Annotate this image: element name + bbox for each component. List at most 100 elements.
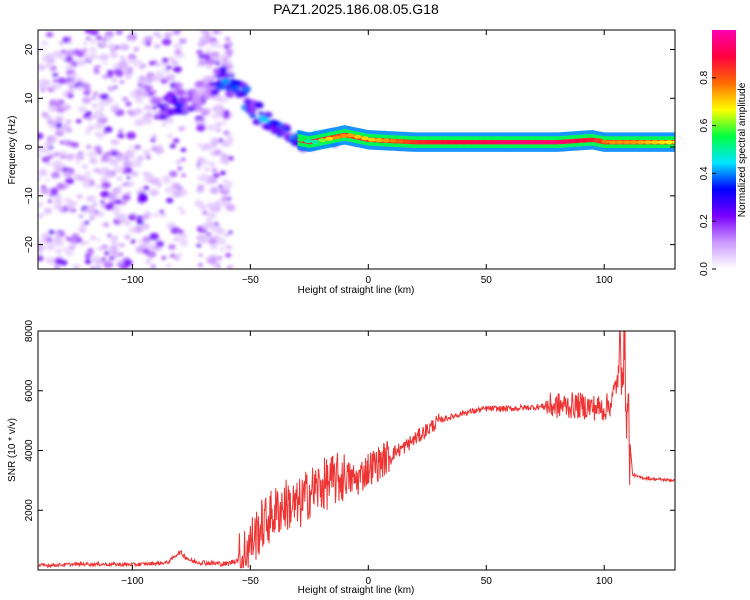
spectrogram-cell <box>65 203 74 210</box>
spectrogram-cell <box>107 43 116 50</box>
x-tick-label: −50 <box>242 576 259 587</box>
spectrogram-ridge-peak <box>544 140 553 145</box>
spectrogram-cell <box>199 204 208 211</box>
spectrogram-cell <box>119 261 124 265</box>
snr-x-label: Height of straight line (km) <box>298 585 415 596</box>
spectrogram-frame <box>37 29 676 270</box>
spectrogram-cell <box>90 235 96 241</box>
spectrogram-cell <box>72 264 80 269</box>
spectrogram-cell <box>78 214 84 218</box>
spectrogram-cell <box>174 82 183 89</box>
spectrogram-ridge-peak <box>431 140 440 145</box>
spectrogram-cell <box>157 34 163 39</box>
spectrogram-cell <box>43 207 53 215</box>
spectrogram-cell <box>106 72 114 78</box>
spectrogram-cell <box>169 253 176 258</box>
spectrogram-cell <box>134 96 144 104</box>
spectrogram-cell <box>89 38 97 44</box>
spectrogram-cell <box>207 212 217 220</box>
spectrogram-cell <box>167 134 173 139</box>
spectrogram-cell <box>150 177 161 185</box>
spectrogram-cell <box>51 171 60 179</box>
spectrogram-cell <box>212 30 220 35</box>
spectrogram-cell <box>88 46 97 54</box>
y-tick-label: 0 <box>24 144 35 150</box>
spectrogram-cell <box>96 246 102 250</box>
spectrogram-cell <box>202 210 208 215</box>
spectrogram-cell <box>60 49 67 54</box>
spectrogram-ridge-peak <box>304 139 313 144</box>
spectrogram-cell <box>216 237 227 245</box>
spectrogram-cell <box>143 150 148 154</box>
spectrogram-cell <box>226 265 234 269</box>
spectrogram-cell <box>100 190 110 198</box>
spectrogram-cell <box>114 199 122 205</box>
x-tick-label: 100 <box>596 275 613 286</box>
spectrogram-cell <box>178 229 184 234</box>
spectrogram-cell <box>209 203 216 209</box>
spectrogram-cell <box>172 190 182 198</box>
spectrogram-cell <box>53 151 60 157</box>
spectrogram-cell <box>207 237 218 245</box>
spectrogram-cell <box>196 243 202 248</box>
spectrogram-cell <box>40 78 45 82</box>
spectrogram-cell <box>200 173 208 179</box>
spectrogram-ridge-peak <box>672 140 675 145</box>
spectrogram-ridge-peak <box>650 140 659 145</box>
spectrogram-cell <box>119 43 130 51</box>
spectrogram-cell <box>107 234 112 238</box>
spectrogram-cell <box>53 159 63 167</box>
spectrogram-cell <box>134 107 143 114</box>
y-tick-label: −20 <box>24 236 35 253</box>
spectrogram-cell <box>130 171 139 177</box>
colorbar-axis: 0.0 0.2 0.4 0.6 0.8 <box>699 70 716 276</box>
spectrogram-cell <box>127 109 136 116</box>
spectrogram-cell <box>69 73 78 80</box>
spectrogram-cell <box>114 103 120 108</box>
spectrogram-cell <box>201 224 209 230</box>
spectrogram-cell <box>52 72 59 77</box>
spectrogram-cell <box>153 212 159 218</box>
spectrogram-ridge-peak <box>325 136 334 141</box>
spectrogram-cell <box>140 91 150 98</box>
spectrogram-cell <box>38 177 42 181</box>
spectrogram-cell <box>108 255 115 261</box>
colorbar-tick-label: 0.2 <box>699 214 710 228</box>
spectrogram-cell <box>224 233 230 237</box>
spectrogram-ridge-peak <box>424 140 433 145</box>
spectrogram-cell <box>46 57 56 65</box>
spectrogram-cell <box>40 185 47 189</box>
spectrogram-cell <box>85 36 91 41</box>
spectrogram-cell <box>78 59 86 65</box>
spectrogram-cell <box>214 56 222 62</box>
spectrogram-cell <box>205 31 211 35</box>
spectrogram-ridge-peak <box>608 140 617 145</box>
spectrogram-cell <box>212 263 219 268</box>
spectrogram-cell <box>83 41 88 46</box>
spectrogram-cell <box>200 87 206 92</box>
spectrogram-cell <box>78 226 87 233</box>
spectrogram-cell <box>68 41 73 45</box>
spectrogram-cell <box>247 106 257 114</box>
spectrogram-cell <box>42 87 48 91</box>
spectrogram-ridge-peak <box>643 140 652 145</box>
spectrogram-cell <box>174 49 182 55</box>
spectrogram-cell <box>93 145 103 152</box>
spectrogram-cell <box>92 202 98 206</box>
spectrogram-cell <box>69 245 75 250</box>
spectrogram-cell <box>83 165 89 169</box>
spectrogram-cell <box>101 167 108 172</box>
x-tick-label: −50 <box>242 275 259 286</box>
spectrogram-cell <box>209 150 215 154</box>
spectrogram-cell <box>97 113 106 120</box>
spectrogram-cell <box>157 183 162 187</box>
spectrogram-ridge-peak <box>360 136 369 141</box>
spectrogram-cell <box>130 239 136 244</box>
colorbar-gradient <box>712 30 736 269</box>
spectrogram-cell <box>91 215 96 219</box>
spectrogram-cell <box>159 113 168 121</box>
spectrogram-cell <box>227 69 233 74</box>
spectrogram-cell <box>135 190 140 194</box>
spectrogram-cell <box>38 244 45 252</box>
